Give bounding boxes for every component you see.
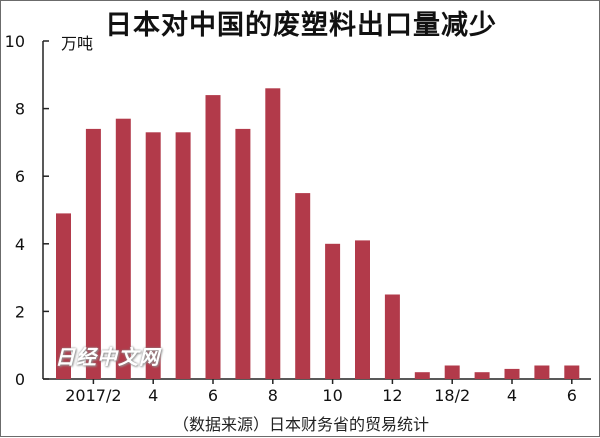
- x-tick-label: 10: [322, 386, 342, 405]
- y-tick-label: 0: [15, 370, 25, 389]
- bar: [414, 372, 430, 379]
- bar: [145, 132, 161, 379]
- x-tick-label: 4: [148, 386, 158, 405]
- x-tick-label: 12: [382, 386, 402, 405]
- y-axis-unit: 万吨: [61, 34, 93, 53]
- source-note: （数据来源）日本财务省的贸易统计: [172, 415, 429, 434]
- axes: [42, 40, 591, 384]
- x-tick-label: 2017/2: [65, 386, 121, 405]
- bar: [265, 88, 281, 380]
- bar: [115, 118, 131, 379]
- bar: [295, 193, 311, 379]
- chart-title: 日本对中国的废塑料出口量减少: [105, 10, 497, 41]
- bar: [534, 365, 550, 379]
- bar: [504, 368, 520, 379]
- watermark-logo: 日经中文网: [55, 345, 160, 369]
- y-tick-label: 10: [5, 32, 25, 51]
- bar: [444, 365, 460, 379]
- bar: [355, 240, 370, 379]
- bar: [474, 372, 490, 379]
- y-tick-label: 4: [15, 235, 25, 254]
- bars: [56, 88, 580, 380]
- y-tick-label: 6: [15, 167, 25, 186]
- bar: [205, 95, 221, 379]
- y-tick-label: 2: [15, 302, 25, 321]
- bar: [56, 213, 71, 379]
- x-tick-label: 8: [268, 386, 278, 405]
- bar: [175, 132, 191, 379]
- x-tick-label: 6: [208, 386, 218, 405]
- bar: [384, 294, 400, 379]
- bar: [564, 365, 580, 379]
- bar: [235, 128, 251, 379]
- bar: [85, 128, 101, 379]
- bar: [325, 243, 341, 379]
- axis-labels: 0 2 4 6 8 10 万吨 2017/2 4 6 8 10 12 18/2 4 6: [5, 32, 577, 405]
- x-tick-label: 6: [567, 386, 577, 405]
- y-tick-label: 8: [15, 100, 25, 119]
- x-tick-label: 4: [507, 386, 517, 405]
- x-tick-label: 18/2: [434, 386, 470, 405]
